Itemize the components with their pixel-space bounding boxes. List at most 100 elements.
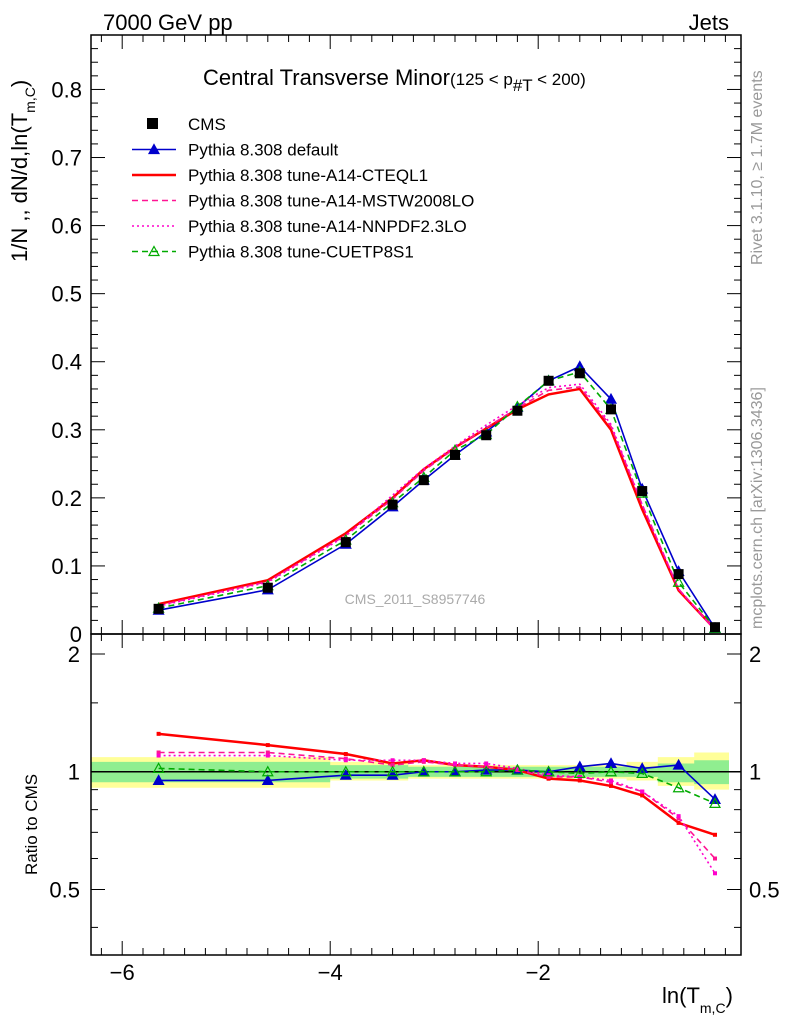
x-axis-label-main: ln(T (662, 983, 700, 1008)
y-tick-label: 0.3 (51, 418, 82, 443)
cms-data-point (637, 486, 648, 497)
ratio-tick-label: 1 (68, 760, 80, 785)
ratio-tick-label-right: 0.5 (749, 877, 780, 902)
series-1-ratio-point (676, 820, 681, 825)
series-3-ratio-point (265, 753, 270, 758)
triangle-marker (573, 760, 586, 772)
series-2-ratio-point (265, 750, 270, 755)
open-triangle-marker (152, 762, 165, 773)
legend-label-2: Pythia 8.308 tune-A14-MSTW2008LO (188, 192, 474, 211)
open-triangle-marker (672, 781, 685, 793)
cms-data-point (418, 475, 429, 486)
triangle-marker (152, 774, 165, 786)
cms-data-point (543, 375, 554, 386)
open-triangle-marker (636, 767, 649, 779)
open-triangle-marker (604, 765, 618, 777)
series-1-ratio-point (640, 793, 645, 798)
open-triangle-marker (261, 765, 274, 777)
legend-label-1: Pythia 8.308 tune-A14-CTEQL1 (188, 166, 428, 185)
cms-data-point (673, 569, 684, 580)
y-tick-label: 0.4 (51, 350, 82, 375)
series-3-ratio-point (421, 758, 426, 763)
cms-data-point (512, 405, 523, 416)
x-tick-label: −4 (318, 960, 343, 985)
open-triangle-marker (708, 797, 722, 808)
y-tick-label: 0.8 (51, 77, 82, 102)
series-3-ratio-point (484, 761, 489, 766)
open-triangle-marker (542, 765, 555, 777)
triangle-marker (147, 143, 161, 155)
legend: CMS Pythia 8.308 default Pythia 8.308 tune… (132, 115, 474, 262)
series-3-ratio-point (609, 778, 613, 783)
open-triangle-marker (147, 245, 161, 257)
series-3-ratio-point (640, 789, 645, 794)
cms-data-point (710, 622, 720, 633)
ratio-tick-label-right: 2 (749, 642, 761, 667)
x-axis-label-sub: m,C (700, 1000, 726, 1016)
ratio-panel: −6 −4 −2 0.5 0.5 1 1 2 2 (49, 633, 780, 985)
series-3-ratio-point (713, 871, 717, 876)
series-2-ratio-point (676, 816, 681, 821)
triangle-marker (339, 768, 352, 780)
open-triangle-marker (417, 765, 430, 777)
cms-data-point (450, 449, 460, 460)
y-axis-label: 1/N ,, dN/d,ln(Tm,C) (7, 80, 38, 262)
series-3-ratio-line (158, 754, 716, 874)
y-tick-label: 0.5 (51, 282, 82, 307)
open-triangle-marker (386, 765, 399, 777)
legend-label-cms: CMS (188, 115, 226, 134)
series-3-ratio-point (390, 758, 395, 763)
chart-title: Central Transverse Minor(125 < p#T < 200… (203, 65, 586, 95)
main-panel: 0 0.1 0.2 0.3 0.4 0.5 0.6 0.7 0.8 (51, 34, 742, 955)
series-0-ratio-line (158, 762, 716, 800)
cms-data-point (153, 603, 164, 614)
triangle-marker (261, 774, 274, 786)
series-1-line (158, 387, 716, 631)
legend-label-0: Pythia 8.308 default (188, 141, 339, 160)
series-1-ratio-point (713, 832, 717, 837)
x-axis-label: ln(Tm,C) (662, 983, 733, 1016)
y-tick-label: 0 (70, 622, 82, 647)
ratio-tick-label-right: 1 (749, 760, 761, 785)
triangle-marker (386, 768, 399, 780)
y-tick-label: 0.7 (51, 146, 82, 171)
y-tick-label: 0.6 (51, 214, 82, 239)
series-4-line (158, 371, 716, 629)
ratio-axis-label: Ratio to CMS (22, 774, 41, 875)
series-3-ratio-point (156, 753, 161, 758)
series-4-ratio-line (158, 767, 716, 805)
cms-data-point (340, 537, 351, 548)
series-3-line (158, 383, 716, 631)
open-triangle-marker (448, 765, 462, 777)
y-tick-label: 0.1 (51, 554, 82, 579)
series-2-ratio-point (713, 856, 717, 861)
y-axis-label-end: ) (7, 80, 32, 87)
ratio-tick-label: 0.5 (49, 877, 80, 902)
energy-label: 7000 GeV pp (103, 10, 233, 35)
series-1-ratio-point (265, 743, 270, 748)
y-axis-label-sub: m,C (22, 87, 38, 113)
series-2-ratio-point (390, 763, 395, 768)
jets-label: Jets (689, 10, 729, 35)
cms-data-point (387, 499, 398, 510)
chart-title-cut-sub: #T (513, 76, 533, 95)
open-triangle-marker (511, 763, 524, 775)
open-triangle-marker (573, 767, 586, 779)
mcplots-label: mcplots.cern.ch [arXiv:1306.3436] (749, 387, 766, 629)
series-3-ratio-point (676, 814, 681, 819)
ratio-frame (90, 633, 742, 956)
open-triangle-marker (480, 765, 493, 777)
y-axis-label-main: 1/N ,, dN/d,ln(T (7, 113, 32, 262)
legend-label-3: Pythia 8.308 tune-A14-NNPDF2.3LO (188, 217, 467, 236)
open-triangle-marker (672, 576, 685, 587)
analysis-id-watermark: CMS_2011_S8957746 (345, 591, 486, 607)
series-2-line (158, 386, 716, 631)
legend-label-4: Pythia 8.308 tune-CUETP8S1 (188, 243, 414, 262)
ratio-tick-label: 2 (68, 642, 80, 667)
cms-data-point (481, 430, 492, 441)
series-1-ratio-point (343, 752, 348, 757)
chart-title-cut-end: < 200) (532, 70, 585, 89)
series-3-ratio-point (343, 758, 348, 763)
chart-title-main: Central Transverse Minor (203, 65, 450, 90)
